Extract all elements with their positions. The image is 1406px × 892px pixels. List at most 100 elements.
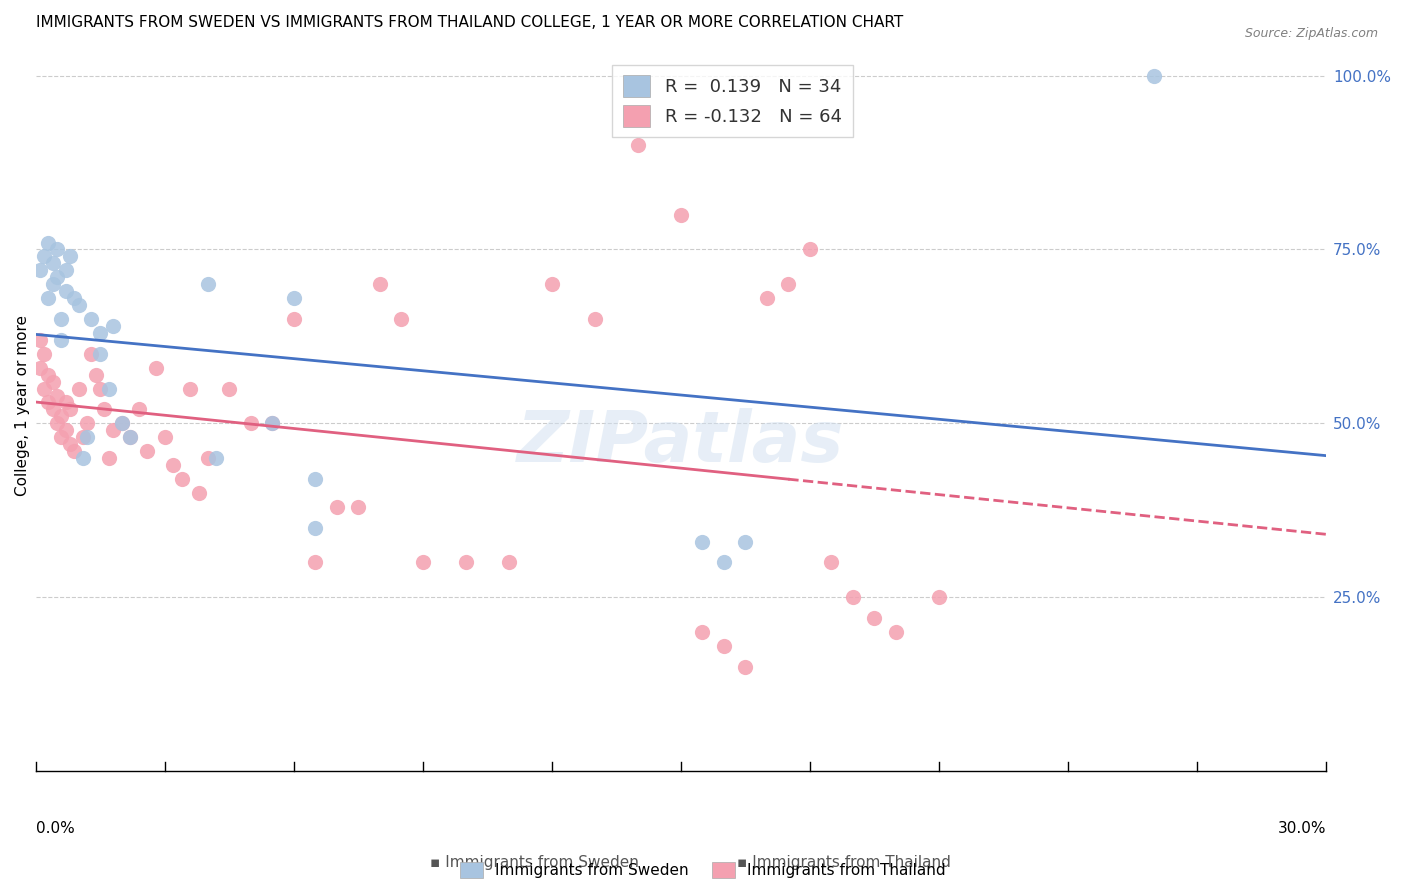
Point — [46, 243, 69, 257]
Point — [72, 451, 94, 466]
Point — [89, 347, 111, 361]
Point — [1143, 69, 1166, 83]
Point — [101, 318, 124, 333]
Point — [97, 451, 120, 466]
Point — [32, 250, 55, 264]
Point — [820, 556, 842, 570]
Point — [55, 395, 77, 409]
Point — [28, 360, 51, 375]
Point — [51, 430, 73, 444]
Point — [93, 402, 115, 417]
Point — [67, 298, 90, 312]
Text: IMMIGRANTS FROM SWEDEN VS IMMIGRANTS FROM THAILAND COLLEGE, 1 YEAR OR MORE CORRE: IMMIGRANTS FROM SWEDEN VS IMMIGRANTS FRO… — [35, 15, 903, 30]
Point — [42, 277, 65, 292]
Point — [37, 291, 59, 305]
Point — [46, 417, 69, 431]
Point — [734, 534, 756, 549]
Point — [412, 556, 434, 570]
Point — [76, 430, 98, 444]
Point — [884, 624, 907, 639]
Point — [179, 382, 201, 396]
Point — [283, 291, 305, 305]
Point — [55, 423, 77, 437]
Point — [42, 375, 65, 389]
Point — [928, 590, 950, 604]
Point — [76, 417, 98, 431]
Point — [347, 500, 370, 514]
Point — [842, 590, 865, 604]
Point — [136, 444, 159, 458]
Point — [120, 430, 142, 444]
Point — [51, 333, 73, 347]
Point — [59, 402, 82, 417]
Point — [42, 402, 65, 417]
Point — [63, 444, 86, 458]
Point — [188, 486, 211, 500]
Point — [218, 382, 240, 396]
Point — [262, 417, 284, 431]
Point — [42, 256, 65, 270]
Point — [713, 556, 735, 570]
Point — [51, 409, 73, 424]
Legend: Immigrants from Sweden, Immigrants from Thailand: Immigrants from Sweden, Immigrants from … — [454, 856, 952, 884]
Point — [454, 556, 477, 570]
Text: ▪ Immigrants from Sweden: ▪ Immigrants from Sweden — [430, 855, 638, 870]
Point — [162, 458, 184, 472]
Point — [51, 312, 73, 326]
Point — [110, 417, 132, 431]
Point — [713, 639, 735, 653]
Point — [101, 423, 124, 437]
Point — [540, 277, 562, 292]
Point — [205, 451, 228, 466]
Point — [80, 312, 103, 326]
Point — [153, 430, 176, 444]
Point — [89, 326, 111, 340]
Point — [80, 347, 103, 361]
Point — [734, 659, 756, 673]
Point — [37, 395, 59, 409]
Point — [325, 500, 347, 514]
Point — [145, 360, 167, 375]
Point — [239, 417, 262, 431]
Point — [59, 250, 82, 264]
Point — [304, 521, 326, 535]
Point — [28, 333, 51, 347]
Point — [128, 402, 150, 417]
Text: 0.0%: 0.0% — [35, 821, 75, 836]
Point — [627, 138, 650, 153]
Point — [63, 291, 86, 305]
Point — [692, 534, 714, 549]
Point — [97, 382, 120, 396]
Point — [197, 451, 219, 466]
Text: 30.0%: 30.0% — [1278, 821, 1326, 836]
Point — [67, 382, 90, 396]
Point — [283, 312, 305, 326]
Point — [755, 291, 778, 305]
Point — [32, 382, 55, 396]
Point — [863, 611, 886, 625]
Text: Source: ZipAtlas.com: Source: ZipAtlas.com — [1244, 27, 1378, 40]
Legend: R =  0.139   N = 34, R = -0.132   N = 64: R = 0.139 N = 34, R = -0.132 N = 64 — [613, 64, 852, 137]
Point — [304, 472, 326, 486]
Point — [46, 388, 69, 402]
Point — [37, 368, 59, 382]
Point — [59, 437, 82, 451]
Point — [262, 417, 284, 431]
Point — [389, 312, 412, 326]
Point — [692, 624, 714, 639]
Y-axis label: College, 1 year or more: College, 1 year or more — [15, 316, 30, 497]
Point — [120, 430, 142, 444]
Point — [197, 277, 219, 292]
Point — [799, 243, 821, 257]
Point — [89, 382, 111, 396]
Point — [498, 556, 520, 570]
Point — [110, 417, 132, 431]
Point — [778, 277, 800, 292]
Point — [46, 270, 69, 285]
Point — [55, 284, 77, 298]
Point — [32, 347, 55, 361]
Point — [368, 277, 391, 292]
Text: ▪ Immigrants from Thailand: ▪ Immigrants from Thailand — [737, 855, 950, 870]
Point — [304, 556, 326, 570]
Point — [72, 430, 94, 444]
